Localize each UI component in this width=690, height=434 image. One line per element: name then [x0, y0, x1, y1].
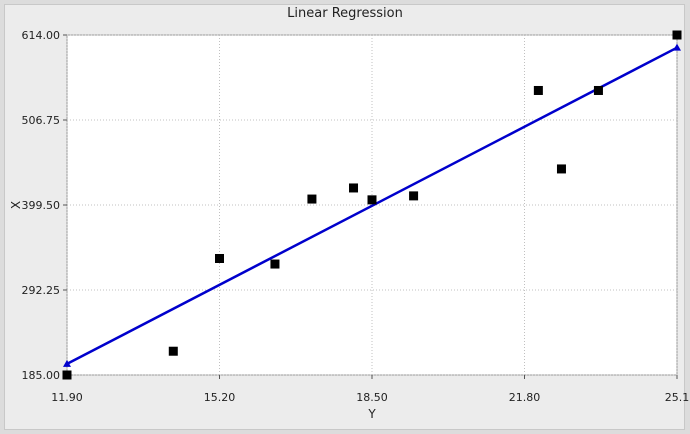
data-point	[270, 259, 280, 269]
data-point	[62, 370, 72, 380]
y-axis-ticks: 614.00 506.75 399.50 292.25 185.00	[22, 29, 67, 382]
x-axis-ticks: 11.90 15.20 18.50 21.80 25.1	[51, 375, 689, 404]
data-point	[367, 195, 377, 205]
x-tick-label: 25.1	[665, 391, 690, 404]
data-point	[349, 183, 359, 193]
y-tick-label: 399.50	[22, 199, 61, 212]
data-point	[533, 85, 543, 95]
regression-endpoint-marker	[673, 43, 681, 51]
data-point	[556, 164, 566, 174]
data-point	[593, 85, 603, 95]
x-tick-label: 21.80	[509, 391, 541, 404]
y-tick-label: 506.75	[22, 114, 61, 127]
regression-endpoint-marker	[63, 359, 71, 367]
data-point	[168, 346, 178, 356]
data-points	[62, 30, 682, 380]
y-tick-label: 292.25	[22, 284, 61, 297]
data-point	[307, 194, 317, 204]
y-axis-label: X	[9, 201, 23, 209]
x-tick-label: 15.20	[204, 391, 236, 404]
regression-line	[66, 46, 678, 366]
data-point	[672, 30, 682, 40]
x-tick-label: 18.50	[356, 391, 388, 404]
x-tick-label: 11.90	[51, 391, 83, 404]
data-point	[215, 253, 224, 263]
chart-title: Linear Regression	[287, 6, 403, 21]
regression-line-group	[63, 43, 681, 367]
data-point	[409, 191, 419, 201]
y-tick-label: 185.00	[22, 369, 61, 382]
x-axis-label: Y	[367, 407, 376, 421]
y-tick-label: 614.00	[22, 29, 61, 42]
